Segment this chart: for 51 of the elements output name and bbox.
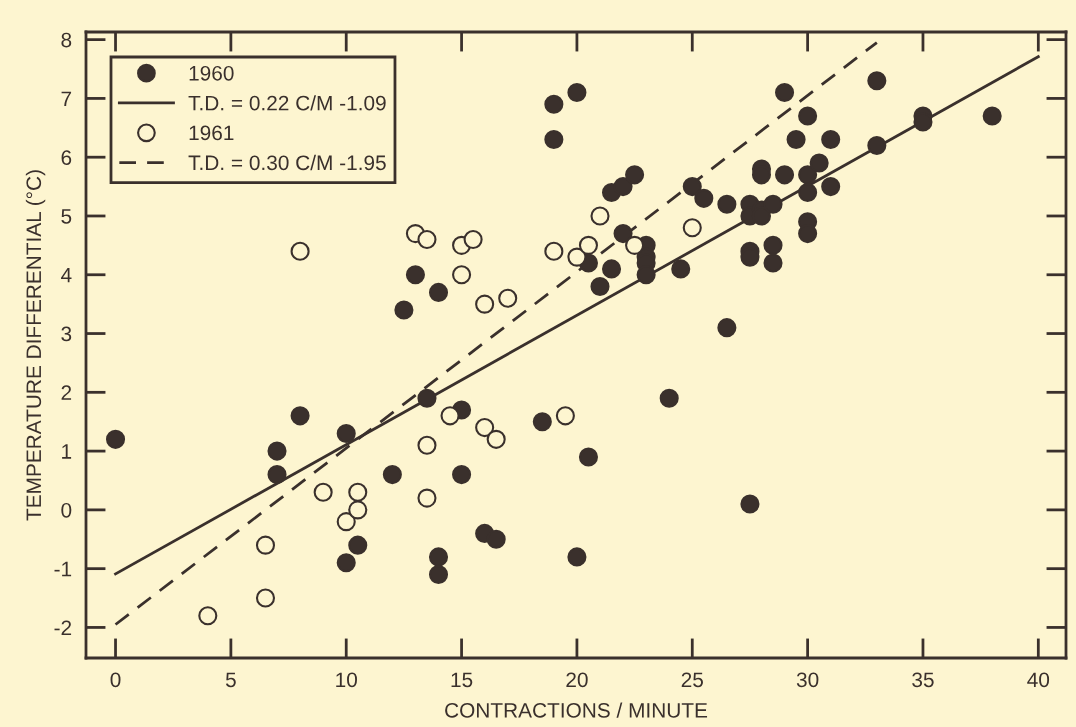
point xyxy=(290,241,310,261)
legend-label: T.D. = 0.22 C/M -1.09 xyxy=(188,95,386,111)
legend-label: 1961 xyxy=(189,125,234,141)
point xyxy=(498,288,518,308)
x-axis-title: CONTRACTIONS / MINUTE xyxy=(445,702,708,718)
x-tick-label: 40 xyxy=(1027,672,1050,688)
point xyxy=(463,229,483,250)
point xyxy=(313,482,333,502)
point xyxy=(625,235,645,255)
point xyxy=(475,294,495,314)
y-tick-label: -2 xyxy=(54,620,72,635)
x-tick-label: 0 xyxy=(110,672,121,688)
y-tick-label: 0 xyxy=(61,502,72,518)
y-axis-title: TEMPERATURE DIFFERENTIAL (°C) xyxy=(25,170,46,521)
point xyxy=(475,418,495,438)
point xyxy=(567,247,587,267)
y-tick-label: 4 xyxy=(61,267,72,283)
x-tick-label: 10 xyxy=(336,672,357,688)
y-tick-label: 5 xyxy=(61,209,72,224)
point xyxy=(255,588,276,608)
point xyxy=(417,488,437,508)
legend-label: T.D. = 0.30 C/M -1.95 xyxy=(188,154,386,171)
x-tick-label: 25 xyxy=(681,672,703,688)
y-tick-label: 7 xyxy=(61,91,72,106)
point xyxy=(417,435,437,455)
point xyxy=(590,206,610,226)
x-tick-label: 5 xyxy=(225,672,236,688)
point xyxy=(348,482,368,502)
legend-label: 1960 xyxy=(189,65,234,81)
point xyxy=(417,229,437,250)
point xyxy=(486,429,506,449)
point xyxy=(440,406,460,426)
point xyxy=(555,406,575,426)
point xyxy=(452,265,472,285)
point xyxy=(348,500,368,520)
x-tick-label: 15 xyxy=(451,672,473,688)
point xyxy=(544,241,564,261)
point xyxy=(682,218,702,238)
x-tick-label: 20 xyxy=(566,672,588,688)
y-tick-label: 6 xyxy=(61,150,72,165)
point xyxy=(336,512,356,532)
point xyxy=(255,535,276,555)
y-tick-label: 8 xyxy=(61,32,72,48)
x-tick-label: 30 xyxy=(796,672,819,688)
y-tick-label: 3 xyxy=(61,326,72,342)
y-tick-label: 1 xyxy=(62,444,72,459)
y-tick-label: 2 xyxy=(61,385,72,400)
y-tick-label: -1 xyxy=(54,561,72,577)
x-tick-label: 35 xyxy=(912,672,934,688)
point xyxy=(198,606,218,626)
point xyxy=(578,235,598,255)
